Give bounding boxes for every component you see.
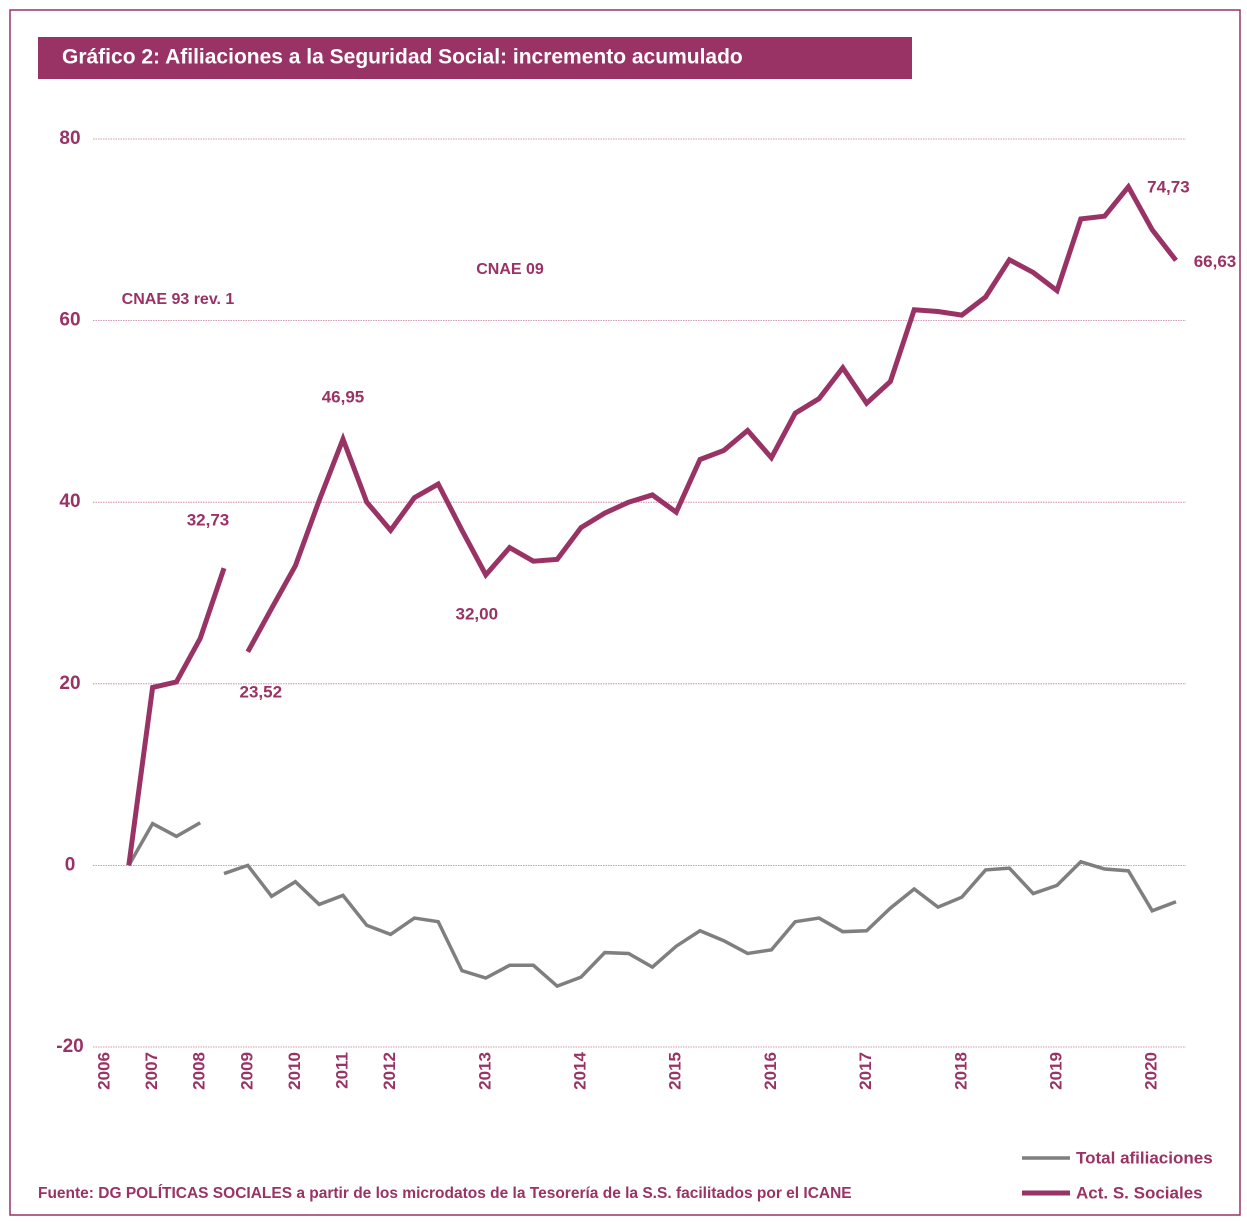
frame [9,9,1241,1216]
data-label: 23,52 [240,682,283,701]
x-tick-label: 2020 [1142,1052,1161,1090]
x-tick-label: 2007 [142,1052,161,1090]
y-tick-label: 40 [59,491,80,512]
x-tick-label: 2008 [190,1052,209,1090]
data-label: 46,95 [322,388,365,407]
data-label: 66,63 [1194,252,1237,271]
x-tick-label: 2017 [856,1052,875,1090]
x-tick-label: 2010 [285,1052,304,1090]
annotation: CNAE 09 [476,261,544,278]
y-tick-label: -20 [56,1036,83,1057]
title-box [38,37,912,79]
x-tick-label: 2006 [94,1052,113,1090]
y-tick-label: 20 [59,673,80,694]
chart-title: Gráfico 2: Afiliaciones a la Seguridad S… [62,46,743,69]
x-tick-label: 2011 [332,1052,351,1089]
y-tick-label: 80 [59,128,80,149]
legend-label: Total afiliaciones [1076,1148,1213,1167]
series-line [245,182,1178,654]
x-tick-label: 2013 [475,1052,494,1090]
series-line [223,859,1177,989]
y-tick-label: 0 [65,854,76,875]
series-line [127,821,202,867]
y-tick-label: 60 [59,310,80,331]
x-tick-label: 2012 [380,1052,399,1090]
series-line [126,567,227,866]
x-tick-label: 2014 [570,1051,589,1089]
x-tick-label: 2016 [761,1052,780,1090]
x-tick-label: 2009 [237,1052,256,1090]
x-tick-label: 2015 [666,1052,685,1090]
data-label: 32,73 [187,511,230,530]
source: Fuente: DG POLÍTICAS SOCIALES a partir d… [38,1185,852,1202]
legend-label: Act. S. Sociales [1076,1183,1203,1202]
data-label: 74,73 [1147,177,1190,196]
x-tick-label: 2019 [1046,1052,1065,1090]
annotation: CNAE 93 rev. 1 [122,291,235,308]
x-tick-label: 2018 [951,1052,970,1090]
data-label: 32,00 [456,604,499,623]
